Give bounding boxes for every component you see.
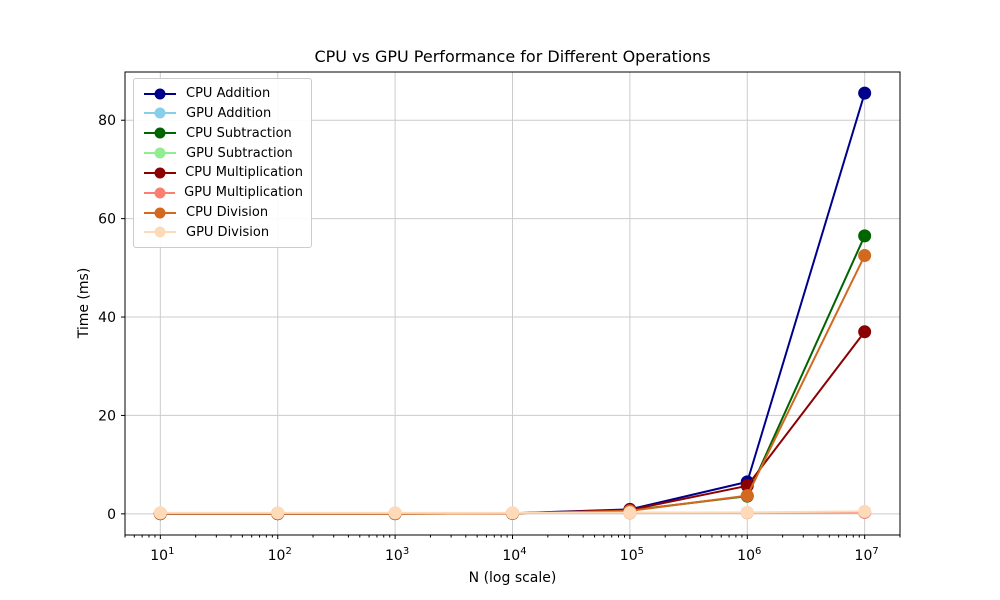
legend-item-gpu-addition: GPU Addition	[143, 104, 303, 123]
svg-text:105: 105	[620, 546, 644, 564]
legend: CPU Addition GPU Addition CPU Subtraction G…	[133, 78, 312, 248]
data-point	[740, 489, 754, 503]
svg-text:80: 80	[98, 113, 116, 129]
legend-item-gpu-division: GPU Division	[143, 223, 303, 242]
legend-marker-icon	[144, 127, 176, 139]
svg-text:107: 107	[855, 546, 879, 564]
legend-label: GPU Subtraction	[186, 145, 293, 161]
data-point	[623, 506, 637, 520]
data-point	[858, 325, 872, 339]
data-point	[153, 506, 167, 520]
legend-item-cpu-subtraction: CPU Subtraction	[143, 124, 303, 143]
svg-text:104: 104	[502, 546, 526, 564]
data-point	[740, 505, 754, 519]
legend-label: CPU Addition	[186, 86, 271, 101]
data-point	[858, 229, 872, 243]
legend-marker-icon	[144, 88, 176, 99]
legend-item-gpu-multiplication: GPU Multiplication	[143, 183, 303, 202]
x-axis-label: N (log scale)	[468, 570, 557, 586]
legend-marker-icon	[144, 187, 176, 199]
x-tick-labels: 101 102 103 104 105 106 107	[150, 546, 879, 564]
svg-text:40: 40	[98, 310, 116, 326]
legend-label: GPU Addition	[186, 105, 272, 121]
svg-text:103: 103	[385, 546, 409, 564]
legend-marker-icon	[144, 226, 176, 238]
data-point	[506, 506, 519, 520]
legend-label: GPU Division	[186, 224, 270, 240]
data-point	[858, 86, 872, 100]
chart-title: CPU vs GPU Performance for Different Ope…	[314, 47, 711, 66]
y-axis-label: Time (ms)	[76, 267, 92, 339]
legend-marker-icon	[144, 207, 176, 219]
legend-label: CPU Division	[186, 205, 269, 221]
series-gpu-division	[153, 504, 872, 520]
legend-item-cpu-multiplication: CPU Multiplication	[143, 163, 303, 182]
legend-marker-icon	[144, 107, 176, 119]
axis-ticks	[121, 119, 901, 539]
data-point	[271, 506, 285, 520]
legend-label: CPU Subtraction	[186, 125, 292, 141]
data-point	[858, 249, 872, 263]
y-tick-labels: 0 20 40 60 80	[98, 113, 116, 523]
legend-label: GPU Multiplication	[184, 185, 303, 201]
legend-item-gpu-subtraction: GPU Subtraction	[143, 144, 303, 163]
legend-label: CPU Multiplication	[185, 165, 303, 181]
data-point	[858, 504, 872, 518]
svg-text:60: 60	[98, 212, 116, 228]
legend-item-cpu-addition: CPU Addition	[143, 84, 303, 103]
svg-text:106: 106	[737, 546, 761, 564]
svg-text:0: 0	[107, 507, 116, 523]
legend-marker-icon	[144, 167, 176, 179]
legend-item-cpu-division: CPU Division	[143, 203, 303, 222]
legend-marker-icon	[144, 147, 176, 159]
svg-text:20: 20	[98, 408, 116, 424]
data-point	[388, 506, 402, 520]
svg-text:102: 102	[268, 546, 292, 564]
svg-text:101: 101	[150, 546, 174, 564]
